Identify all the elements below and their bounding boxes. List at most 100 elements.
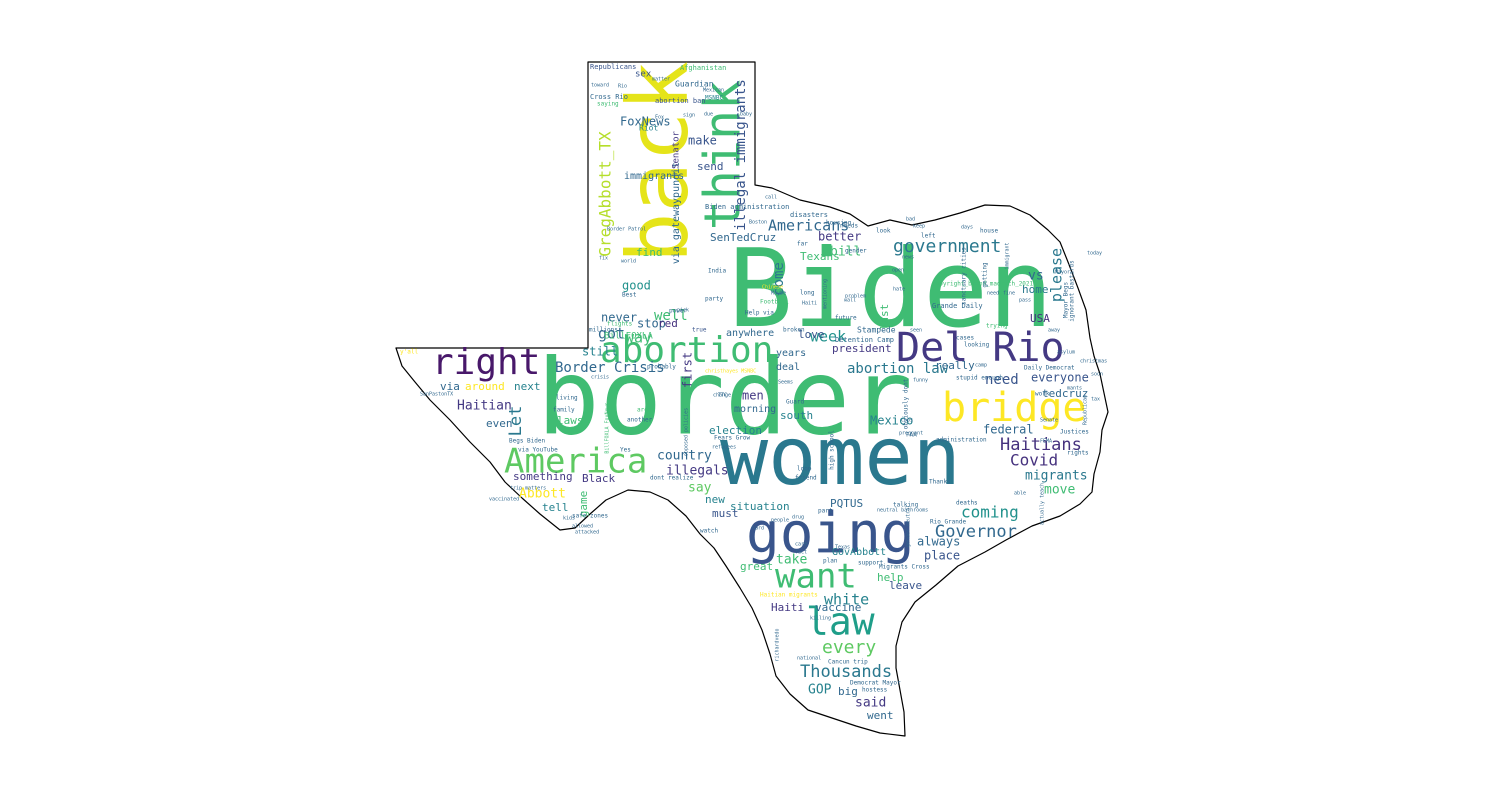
word-bridge: bridge [942,385,1087,431]
word-seems: Seems [778,380,793,386]
word-open: open [892,268,904,274]
word-days: days [961,225,973,231]
word-red: red [658,317,678,330]
word-week: week [810,328,846,346]
word-migrants-cross: Migrants Cross [879,564,930,571]
word-let: Let [506,406,526,437]
word-abbott: Abbott [519,487,566,502]
word-gender-neutral: gender neutral [906,505,912,547]
word-via: via [440,380,460,393]
word-killing: killing [810,616,831,622]
word-riot: Riot [639,124,658,133]
word-back: back [609,61,707,263]
word-even: even [486,417,513,430]
word-billfoxla-foxnews: BillFOXLA FoxNews [605,402,611,453]
word-next: next [514,380,541,393]
word-sign: sign [683,113,695,119]
word-leave: leave [889,579,922,592]
word-del-rio: Del Rio [896,325,1065,371]
word-attacked: attacked [575,530,599,536]
word-party: party [705,296,723,303]
word-foxnews: FoxNews [620,115,671,129]
word-love: love [798,328,825,341]
word-anywhere: anywhere [726,328,774,339]
word-want: want [775,557,857,597]
word-rio-grande: Rio Grande [930,519,967,526]
word-gop: GOP [808,683,832,698]
word-america: America [504,442,647,482]
word-yes: Yes [620,447,631,454]
word-must: must [712,507,739,520]
word-opposed-policies: opposed policies [684,408,690,456]
word-sentedcruz: SenTedCruz [710,231,776,244]
word-cops: cops [901,418,913,424]
word-mants: mants [1067,386,1082,392]
word-far: far [797,241,808,248]
word-thousands: Thousands [800,662,892,682]
word-millions: millions [589,327,618,334]
word-faa: FAA [906,432,917,439]
word-msnbc: MSNBC [705,95,723,102]
word-today: today [1087,251,1102,257]
word-care: care [795,542,807,548]
word-people: people [771,518,789,524]
word-mentioning: mentioning [823,279,829,309]
word-country: country [657,449,712,464]
word-hostess: hostess [862,687,888,694]
word-call: call [765,195,777,201]
word-fears-grow: Fears Grow [714,435,751,442]
word-toward: toward [591,83,609,89]
word-christmas: christmas [1080,359,1107,365]
word-every: every [822,637,876,658]
word-republicans: Republicans [590,63,636,71]
word-camp: camp [975,363,987,369]
word-home: home [1022,283,1049,296]
word-refugees: refugees [712,445,736,451]
word-talking: talking [893,502,919,509]
word-right: right [432,342,540,383]
word-govabbott: GovAbbott [832,547,886,558]
word-abortion: abortion [600,330,773,371]
word-justices: Justices [1060,429,1089,436]
word-news: news [902,255,914,261]
word-sex: sex [635,70,652,80]
word-grande-daily: Grande Daily [932,302,983,310]
word-gregabbott-tx: GregAbbott_TX [596,131,615,257]
word-great: great [740,560,773,573]
word-vaccinated: vaccinated [489,497,519,503]
word-another: another [627,417,653,424]
word-senator: Senator [672,130,682,169]
word-border-crisis: Border Crisis [555,360,665,376]
word-deaths: deaths [956,500,978,507]
word-boston: Boston [749,220,767,226]
word-allowed: allowed [572,524,593,530]
word-watch: watch [700,528,718,535]
word-law: law [806,600,875,644]
word-ttc: TTC [718,393,727,399]
word-migrants: migrants [1025,469,1088,484]
word-left: left [921,233,936,240]
word-matter: matter [652,77,670,83]
word-abortion-law: abortion law [847,361,949,377]
word-illegals: illegals [666,464,729,479]
word-pick: pick [677,308,689,314]
word-fix: fix [599,256,608,262]
word-broken: broken [783,327,805,334]
word-loop: loop [797,466,812,473]
word-national: national [797,656,821,662]
word-new: new [705,493,725,506]
word-billfoxla: BillFOXLA [604,332,653,342]
word-government: government [893,236,1001,257]
word-think: think [694,80,752,231]
word-rights: rights [1067,450,1089,457]
word-pqtus: PQTUS [830,497,863,510]
word-say: say [688,481,712,496]
word-y-all: y'all [400,349,418,356]
word-years: years [776,348,806,359]
word-high-school: high school [829,430,836,470]
word-republican: Republican [1083,395,1089,425]
word-bad: bad [906,217,915,223]
word-copyright-brand-madrich-2021: copyright_brand_madrich_2021 [932,281,1034,288]
word-christhayes-msnbc: christhayes MSNBC [705,369,756,375]
word-obviously-dont: obviously dont [903,378,910,429]
